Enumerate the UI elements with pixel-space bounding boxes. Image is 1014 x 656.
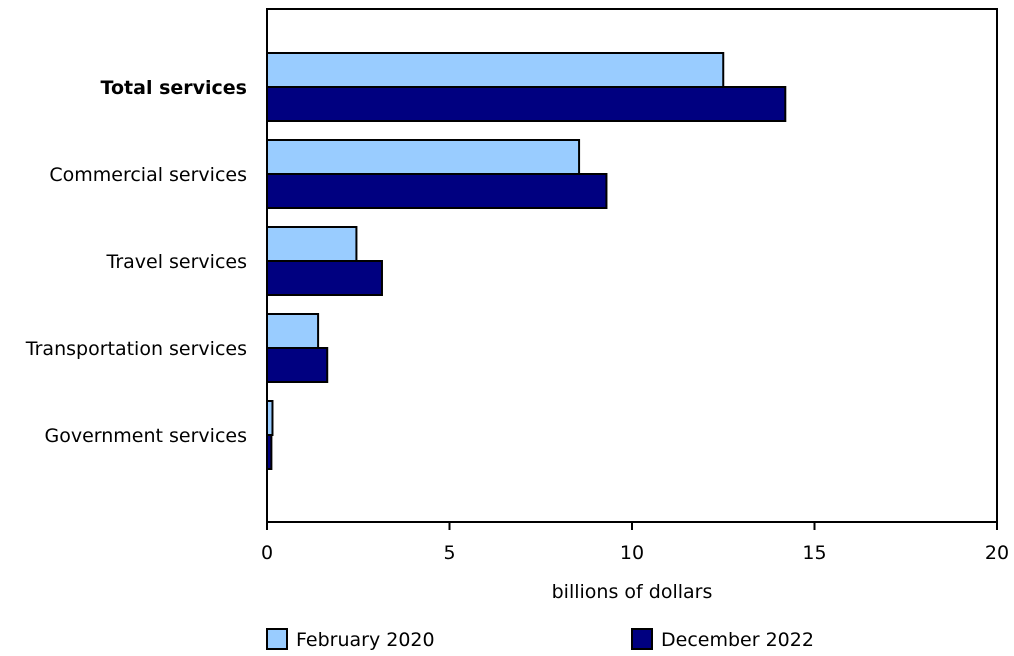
- bar-february-2020-total-services: [266, 52, 725, 88]
- x-tick-label: 20: [985, 542, 1009, 564]
- category-label: Government services: [45, 425, 248, 447]
- x-tick-label: 5: [443, 542, 455, 564]
- category-label: Total services: [101, 77, 247, 99]
- bar-december-2022-transportation-services: [266, 347, 329, 383]
- category-label: Transportation services: [25, 338, 247, 360]
- bar-february-2020-travel-services: [266, 226, 358, 262]
- legend-swatch: [631, 628, 653, 650]
- legend-swatch: [266, 628, 288, 650]
- x-tick-label: 15: [802, 542, 826, 564]
- x-axis-ticks: 0 5 10 15 20: [261, 522, 1009, 564]
- legend: February 2020 December 2022: [266, 628, 814, 651]
- legend-label: February 2020: [296, 629, 435, 651]
- category-labels: Total services Commercial services Travel …: [25, 77, 247, 447]
- x-tick-label: 10: [620, 542, 644, 564]
- bars-group: [266, 52, 787, 470]
- bar-december-2022-total-services: [266, 86, 787, 122]
- category-label: Commercial services: [49, 164, 247, 186]
- bar-december-2022-commercial-services: [266, 173, 608, 209]
- legend-label: December 2022: [661, 629, 814, 651]
- x-axis-title: billions of dollars: [552, 581, 713, 603]
- bar-december-2022-travel-services: [266, 260, 383, 296]
- category-label: Travel services: [106, 251, 247, 273]
- bar-february-2020-commercial-services: [266, 139, 581, 175]
- bar-february-2020-transportation-services: [266, 313, 320, 349]
- x-tick-label: 0: [261, 542, 273, 564]
